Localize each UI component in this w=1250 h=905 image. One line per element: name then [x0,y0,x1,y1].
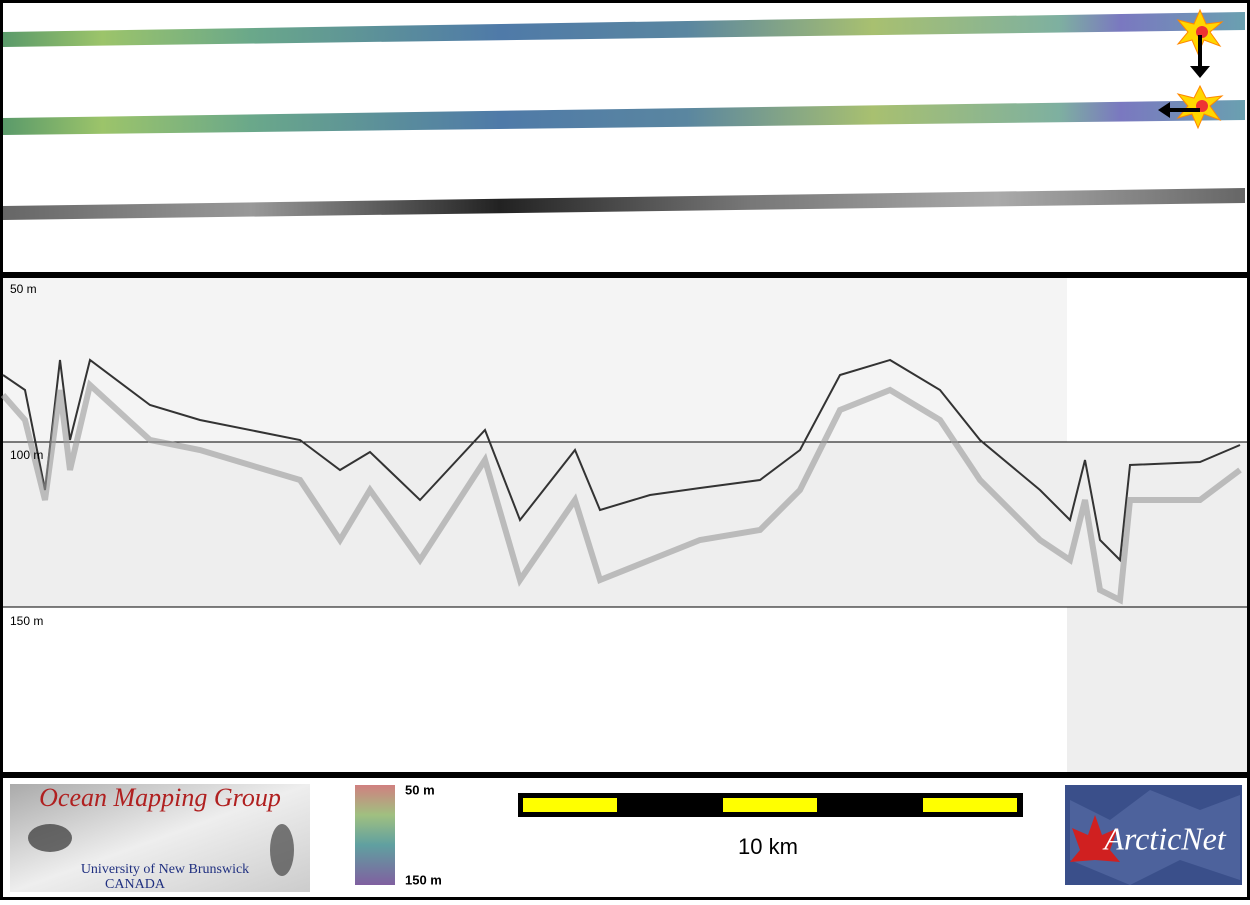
arcticnet-logo: ArcticNet [1065,785,1242,885]
subbottom-echo [0,379,1242,605]
partner-name: ArcticNet [1102,820,1227,856]
water-column [3,278,1067,442]
colorbar-label: 50 m [405,782,435,797]
omg-logo: Ocean Mapping Group University of New Br… [10,783,310,892]
logo-line: University of New Brunswick [81,862,249,877]
depth-label: 50 m [10,282,37,296]
backscatter-strip [3,188,1245,220]
swath-strip [3,12,1245,47]
depth-label: 100 m [10,448,43,462]
logo-line: CANADA [105,877,166,892]
seabed-profile [2,358,1241,563]
scale-bar [518,793,1023,817]
depth-label: 150 m [10,614,43,628]
swath-strip [3,100,1245,135]
end-marker [1158,84,1224,130]
start-marker [1176,8,1224,78]
map-panel [0,0,1250,275]
logo-title: Ocean Mapping Group [39,783,281,812]
colorbar-label: 150 m [405,872,442,887]
scale-label: 10 km [738,834,798,859]
profile-band [1067,607,1247,772]
profile-band [3,442,1247,607]
colorbar [355,785,395,885]
